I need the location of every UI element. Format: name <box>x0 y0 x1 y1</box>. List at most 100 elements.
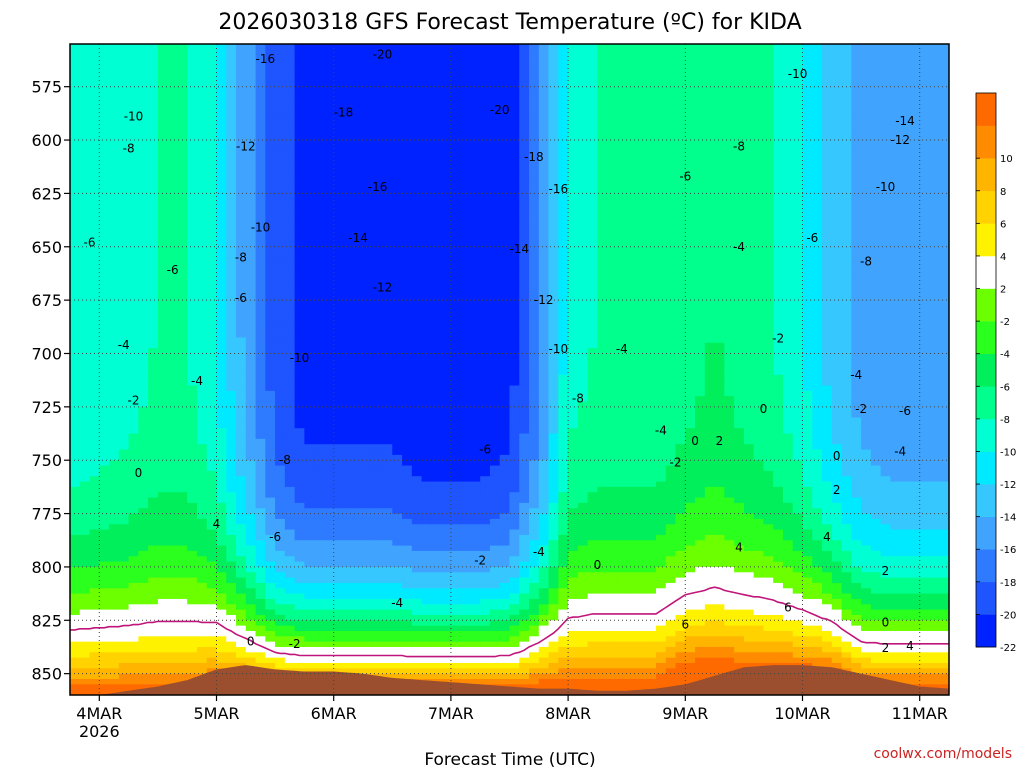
temp-cell <box>79 641 91 648</box>
temp-cell <box>402 380 413 387</box>
temp-cell <box>460 188 472 195</box>
temp-cell <box>157 518 169 525</box>
temp-cell <box>353 406 364 413</box>
temp-cell <box>333 646 345 653</box>
temp-cell <box>353 161 364 168</box>
temp-cell <box>265 113 276 120</box>
temp-cell <box>216 332 227 339</box>
temp-cell <box>79 604 91 611</box>
temp-cell <box>382 81 393 88</box>
temp-cell <box>421 113 432 120</box>
temp-cell <box>255 433 266 440</box>
temp-cell <box>372 257 384 264</box>
temp-cell <box>294 289 305 296</box>
temp-cell <box>363 140 374 146</box>
temp-cell <box>275 294 286 301</box>
temp-cell <box>118 268 130 275</box>
temp-cell <box>265 470 276 477</box>
temp-cell <box>148 209 159 216</box>
temp-cell <box>402 214 413 221</box>
temp-cell <box>138 156 149 162</box>
temp-cell <box>363 97 374 104</box>
temp-cell <box>99 273 110 280</box>
temp-cell <box>304 44 315 50</box>
temp-cell <box>109 668 120 675</box>
temp-cell <box>421 54 432 61</box>
temp-cell <box>431 369 442 376</box>
temp-cell <box>372 401 384 408</box>
temp-cell <box>411 396 423 403</box>
temp-cell <box>460 108 472 114</box>
temp-cell <box>402 49 413 56</box>
temp-cell <box>343 534 354 541</box>
temp-cell <box>441 316 452 323</box>
temp-cell <box>323 444 335 451</box>
temp-cell <box>431 134 442 141</box>
temp-cell <box>167 385 179 392</box>
temp-cell <box>441 417 452 424</box>
temp-cell <box>99 668 110 675</box>
temp-cell <box>284 380 296 387</box>
temp-cell <box>333 177 345 184</box>
temp-cell <box>79 342 91 349</box>
temp-cell <box>206 182 218 189</box>
temp-cell <box>177 657 188 664</box>
temp-cell <box>128 81 139 88</box>
temp-cell <box>89 652 100 659</box>
temp-cell <box>441 166 452 173</box>
temp-cell <box>128 572 139 579</box>
temp-cell <box>79 188 91 195</box>
temp-cell <box>206 166 218 173</box>
temp-cell <box>226 129 237 136</box>
temp-cell <box>118 662 130 669</box>
temp-cell <box>372 161 384 168</box>
temp-cell <box>236 305 247 312</box>
temp-cell <box>402 465 413 472</box>
temp-cell <box>284 193 296 200</box>
temp-cell <box>265 412 276 419</box>
temp-cell <box>236 294 247 301</box>
temp-cell <box>70 540 81 547</box>
temp-cell <box>294 545 305 552</box>
temp-cell <box>236 593 247 600</box>
temp-cell <box>109 582 120 589</box>
temp-cell <box>118 161 130 168</box>
temp-cell <box>99 129 110 136</box>
temp-cell <box>314 668 325 675</box>
temp-cell <box>216 353 227 360</box>
temp-cell <box>450 433 462 440</box>
temp-cell <box>109 406 120 413</box>
temp-cell <box>157 140 169 146</box>
temp-cell <box>265 438 276 445</box>
temp-cell <box>226 161 237 168</box>
temp-cell <box>79 364 91 371</box>
temp-cell <box>450 252 462 259</box>
temp-cell <box>460 140 472 146</box>
temp-cell <box>275 476 286 483</box>
temp-cell <box>333 598 345 605</box>
temp-cell <box>450 310 462 317</box>
temp-cell <box>89 118 100 125</box>
temp-cell <box>236 241 247 248</box>
temp-cell <box>226 540 237 547</box>
temp-cell <box>245 540 257 547</box>
temp-cell <box>109 678 120 685</box>
temp-cell <box>450 486 462 493</box>
temp-cell <box>109 300 120 307</box>
temp-cell <box>138 278 149 285</box>
temp-cell <box>196 65 208 72</box>
temp-cell <box>441 486 452 493</box>
temp-cell <box>353 518 364 525</box>
temp-cell <box>275 630 286 637</box>
temp-cell <box>411 390 423 397</box>
temp-cell <box>236 273 247 280</box>
temp-cell <box>99 353 110 360</box>
temp-cell <box>382 134 393 141</box>
temp-cell <box>167 614 179 621</box>
temp-cell <box>128 534 139 541</box>
temp-cell <box>255 337 266 344</box>
temp-cell <box>431 204 442 211</box>
temp-cell <box>167 188 179 195</box>
temp-cell <box>128 236 139 243</box>
temp-cell <box>70 460 81 467</box>
